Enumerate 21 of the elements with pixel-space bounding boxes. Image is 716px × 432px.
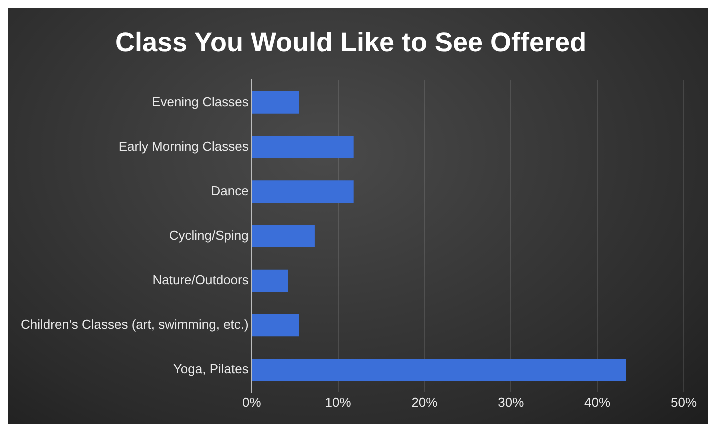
x-tick-label: 40% bbox=[584, 394, 612, 410]
bar bbox=[252, 358, 626, 382]
bar bbox=[252, 225, 315, 248]
bar bbox=[252, 136, 354, 158]
y-tick-label: Cycling/Sping bbox=[169, 228, 249, 243]
y-tick-label: Nature/Outdoors bbox=[152, 272, 250, 288]
x-tick-label: 30% bbox=[498, 394, 525, 410]
x-tick-label: 50% bbox=[670, 394, 698, 410]
x-tick-label: 10% bbox=[325, 394, 352, 410]
y-tick-label: Evening Classes bbox=[152, 94, 250, 110]
bar bbox=[252, 92, 300, 114]
x-tick-label: 20% bbox=[412, 394, 438, 410]
bar bbox=[252, 180, 354, 203]
y-tick-label: Early Morning Classes bbox=[118, 138, 250, 154]
bar bbox=[252, 314, 300, 337]
y-tick-label: Yoga, Pilates bbox=[173, 362, 250, 377]
bar bbox=[252, 270, 288, 292]
y-tick-label: Children's Classes (art, swimming, etc.) bbox=[20, 317, 249, 332]
y-tick-label: Dance bbox=[211, 183, 249, 198]
chart-title: Class You Would Like to See Offered bbox=[115, 28, 587, 58]
x-tick-label: 0% bbox=[242, 394, 262, 410]
